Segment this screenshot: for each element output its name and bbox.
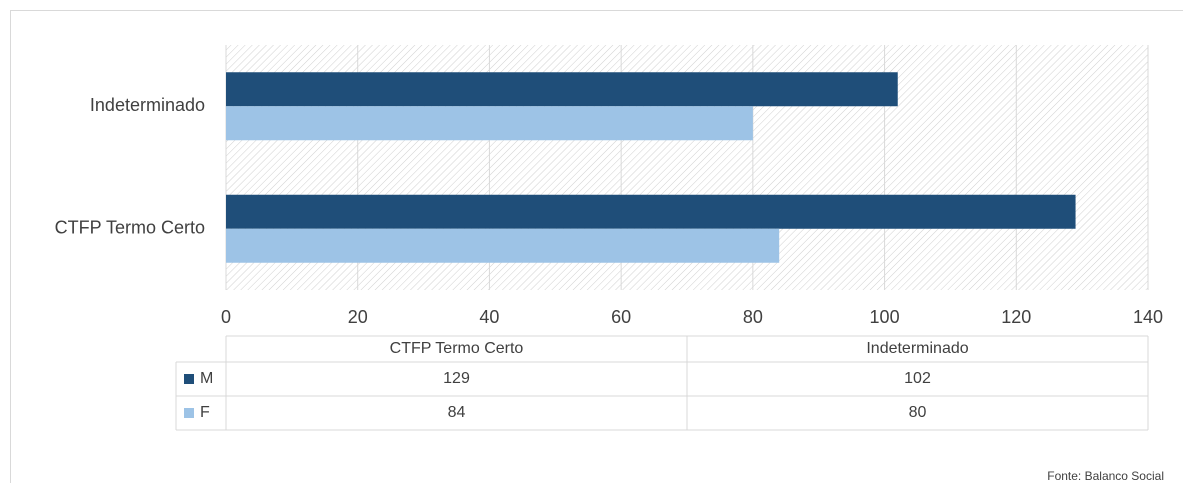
x-tick-label: 140	[1133, 307, 1163, 327]
x-tick-label: 20	[348, 307, 368, 327]
bar	[226, 106, 753, 141]
source-note: Fonte: Balanco Social	[1047, 469, 1164, 483]
y-tick-label: Indeterminado	[90, 95, 205, 115]
bar	[226, 72, 898, 107]
table-header: CTFP Termo Certo	[390, 340, 524, 357]
table-value: 84	[448, 404, 466, 421]
table-value: 80	[909, 404, 927, 421]
x-tick-label: 80	[743, 307, 763, 327]
legend-swatch	[184, 408, 194, 418]
x-tick-label: 60	[611, 307, 631, 327]
table-value: 129	[443, 370, 470, 387]
chart-frame	[10, 10, 1183, 483]
bar	[226, 228, 780, 263]
x-tick-label: 100	[870, 307, 900, 327]
bar	[226, 194, 1076, 229]
legend-label: M	[200, 370, 213, 387]
legend-label: F	[200, 404, 210, 421]
table-value: 102	[904, 370, 931, 387]
legend-swatch	[184, 374, 194, 384]
table-header: Indeterminado	[866, 340, 968, 357]
x-tick-label: 40	[479, 307, 499, 327]
y-tick-label: CTFP Termo Certo	[55, 218, 205, 238]
x-tick-label: 0	[221, 307, 231, 327]
x-tick-label: 120	[1001, 307, 1031, 327]
